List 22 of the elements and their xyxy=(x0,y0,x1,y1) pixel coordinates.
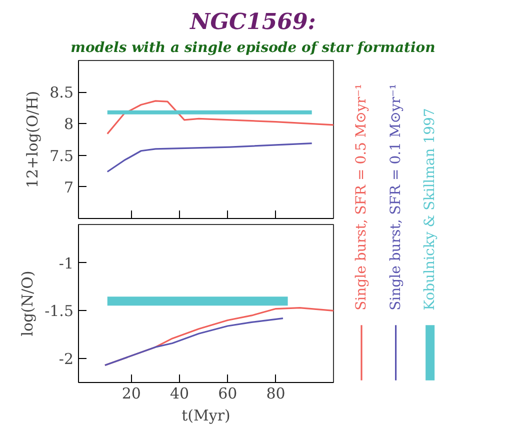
y-tick-label: 8 xyxy=(64,115,74,134)
x-tick-label: 40 xyxy=(170,384,190,402)
text: Single burst, SFR = 0.1 M⊙yr⁻¹ xyxy=(388,84,404,310)
line-series xyxy=(104,318,284,366)
y-tick-label: 7.5 xyxy=(50,146,74,165)
text: Single burst, SFR = 0.5 M⊙yr⁻¹ xyxy=(354,84,370,310)
y-tick-label: 8.5 xyxy=(50,84,74,102)
y-tick-label: -1.5 xyxy=(44,302,74,320)
y-axis-title: log(N/O) xyxy=(18,270,37,336)
chart-title: NGC1569: xyxy=(189,8,316,35)
x-tick-label: 60 xyxy=(218,384,238,402)
x-tick-label: 80 xyxy=(266,384,286,402)
chart-subtitle: models with a single episode of star formation xyxy=(70,40,436,56)
text: Kobulnicky & Skillman 1997 xyxy=(422,108,438,310)
x-axis-title: t(Myr) xyxy=(182,406,230,424)
x-tick-label: 20 xyxy=(122,384,141,402)
y-axis-title: 12+log(O/H) xyxy=(24,90,42,188)
line-series xyxy=(106,142,313,173)
y-tick-label: -1 xyxy=(58,254,74,272)
line-series xyxy=(106,100,334,135)
y-tick-label: 7 xyxy=(64,178,74,196)
y-tick-label: -2 xyxy=(58,350,74,368)
